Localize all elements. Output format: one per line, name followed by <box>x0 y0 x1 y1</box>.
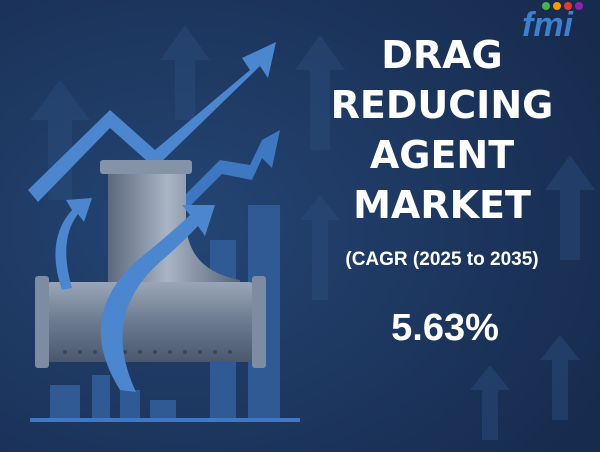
background-arrows <box>30 25 595 440</box>
pipe-flange <box>252 276 266 368</box>
logo: fmi <box>522 2 583 44</box>
title-line: AGENT <box>370 133 514 177</box>
title-line: REDUCING <box>331 83 554 127</box>
pipe-flange <box>100 160 192 174</box>
trend-arrow <box>28 42 276 202</box>
pipe-flange <box>35 276 49 368</box>
pipe-rivets <box>63 350 232 354</box>
flow-arrow <box>55 198 92 290</box>
flow-arrow <box>100 205 215 392</box>
baseline <box>30 418 300 422</box>
pipe-horizontal <box>45 282 255 362</box>
subtitle: (CAGR (2025 to 2035) <box>345 249 538 270</box>
trend-arrow-small <box>180 130 280 208</box>
title-line: MARKET <box>353 183 531 227</box>
title-line: DRAG <box>381 33 502 77</box>
logo-text: fmi <box>522 6 575 44</box>
cagr-value: 5.63% <box>391 307 499 349</box>
